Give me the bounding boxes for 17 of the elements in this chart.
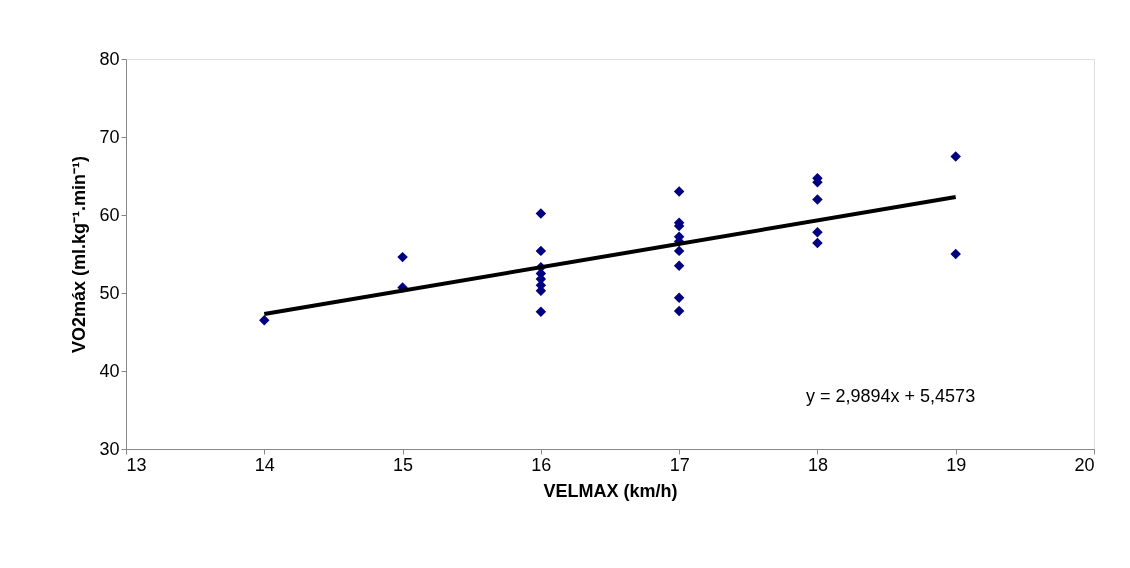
x-tick-label: 19	[946, 454, 967, 475]
x-tick-label: 17	[669, 454, 690, 475]
x-tick-label: 16	[531, 454, 552, 475]
x-axis-title: VELMAX (km/h)	[543, 480, 678, 501]
y-tick-label: 40	[99, 360, 120, 381]
y-tick-label: 60	[99, 204, 120, 225]
y-tick-label: 80	[99, 48, 120, 69]
annotation: y = 2,9894x + 5,4573	[806, 386, 976, 406]
y-axis-title: VO2máx (ml.kg⁻¹.min⁻¹)	[69, 155, 90, 354]
y-tick-label: 50	[99, 282, 120, 303]
x-tick-label: 14	[254, 454, 275, 475]
x-tick-label: 15	[393, 454, 414, 475]
x-tick-label: 13	[126, 454, 147, 475]
x-tick-label: 18	[807, 454, 828, 475]
x-tick-label: 20	[1074, 454, 1095, 475]
y-tick-label: 30	[99, 438, 120, 459]
y-tick-label: 70	[99, 126, 120, 147]
